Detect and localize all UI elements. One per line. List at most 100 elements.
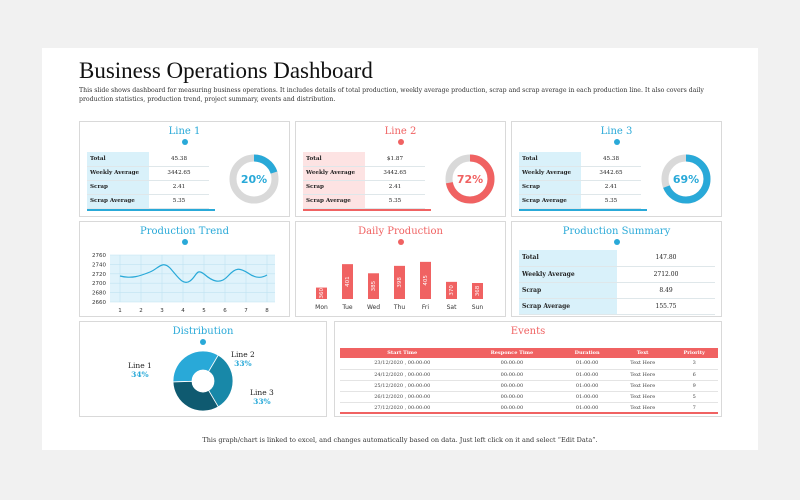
trend-line: [119, 264, 268, 283]
line-3-percent: 69%: [673, 173, 699, 186]
stat-value: 5.35: [581, 194, 641, 209]
line-3-stats-table: Total 45.38 Weekly Average 3442.65 Scrap 2.…: [519, 152, 641, 209]
stat-label: Weekly Average: [87, 166, 149, 181]
daily-day-label: Mon: [315, 304, 328, 311]
donut-progress-arc: [229, 154, 279, 204]
trend-y-tick: 2740: [92, 262, 106, 268]
trend-x-tick: 2: [139, 308, 143, 314]
line-2-dot: [397, 139, 404, 145]
summary-label: Scrap: [519, 282, 617, 299]
daily-day-label: Thu: [393, 304, 405, 311]
trend-x-tick: 8: [265, 308, 269, 314]
stat-value: 3442.65: [581, 166, 641, 181]
table-row: Weekly Average 3442.65: [519, 166, 641, 181]
trend-x-tick: 6: [223, 308, 227, 314]
distribution-pct: 33%: [253, 397, 271, 406]
daily-bar-label: 398: [397, 277, 403, 288]
daily-bar-label: 385: [371, 280, 377, 291]
stat-label: Total: [519, 152, 581, 167]
line-2-title: Line 2: [384, 126, 417, 137]
trend-x-tick: 4: [181, 308, 185, 314]
daily-bar: [446, 281, 457, 299]
stat-value: 2.41: [149, 180, 209, 195]
column-header: Priority: [670, 348, 718, 358]
daily-day-label: Fri: [422, 304, 429, 311]
line-2-stats-table: Total $1.87 Weekly Average 3442.65 Scrap 2.…: [303, 152, 425, 209]
stat-value: 3442.65: [149, 166, 209, 181]
distribution-pct: 33%: [234, 359, 252, 368]
production-summary-title: Production Summary: [562, 226, 671, 237]
summary-label: Total: [519, 250, 617, 267]
cell: Text Here: [614, 369, 671, 381]
daily-day-label: Sun: [472, 304, 484, 311]
cell: 9: [670, 380, 718, 392]
table-row: Scrap Average 5.35: [87, 194, 209, 209]
line-1-donut: 20%: [229, 154, 279, 204]
distribution-title: Distribution: [172, 326, 234, 337]
stat-value: $1.87: [365, 152, 425, 167]
table-row: Scrap 8.49: [519, 282, 715, 299]
table-row: 23/12/2020 , 00:00:00 00:00:00 01:00:00 Tex…: [340, 358, 718, 370]
summary-label: Scrap Average: [519, 298, 617, 315]
table-row: Scrap 2.41: [303, 180, 425, 195]
table-row: Weekly Average 3442.65: [87, 166, 209, 181]
stat-value: 45.38: [581, 152, 641, 167]
table-row: 26/12/2020 , 00:00:00 00:00:00 01:00:00 Tex…: [340, 391, 718, 403]
trend-y-tick: 2660: [92, 300, 106, 306]
line-1-dot: [181, 139, 188, 145]
line-1-percent: 20%: [241, 173, 267, 186]
table-row: Scrap Average 5.35: [303, 194, 425, 209]
daily-day-label: Sat: [447, 304, 457, 311]
distribution-label-line-2: Line 2 33%: [231, 350, 255, 368]
table-row: Total 147.80: [519, 250, 715, 267]
summary-value: 147.80: [617, 250, 715, 267]
cell: 5: [670, 391, 718, 403]
line-3-title: Line 3: [600, 126, 633, 137]
column-header: Start Time: [340, 348, 465, 358]
trend-x-tick: 3: [160, 308, 164, 314]
daily-production-chart: 360 Mon 401 Tue 385 Wed 398 Thu 405 Fri 370 Sat 368 S…: [315, 261, 484, 311]
production-summary-dot: [613, 239, 620, 245]
stat-value: 2.41: [365, 180, 425, 195]
distribution-slice: [208, 354, 234, 408]
distribution-donut: [172, 350, 234, 412]
table-row: Scrap Average 155.75: [519, 298, 715, 315]
cell: 00:00:00: [464, 358, 560, 370]
daily-bar-label: 360: [319, 288, 325, 299]
trend-y-tick: 2760: [92, 253, 106, 259]
stat-label: Weekly Average: [303, 166, 365, 181]
cell: Text Here: [614, 391, 671, 403]
table-row: Total 45.38: [519, 152, 641, 167]
column-header: Duration: [559, 348, 615, 358]
distribution-slice: [172, 350, 219, 383]
line-2-card: Line 2 Total $1.87 Weekly Average 3442.65 …: [295, 121, 506, 217]
cell: 01:00:00: [559, 391, 615, 403]
cell: 25/12/2020 , 00:00:00: [340, 380, 465, 392]
slide: Business Operations Dashboard This slide…: [42, 48, 758, 450]
daily-bar: [316, 287, 327, 299]
production-trend-chart: 2760 2740 2720 2700 2680 2660 1 2 3 4 5 …: [92, 253, 275, 314]
cell: 01:00:00: [559, 369, 615, 381]
page-description: This slide shows dashboard for measuring…: [79, 87, 704, 103]
line-1-card: Line 1 Total 45.38 Weekly Average 3442.65 …: [79, 121, 290, 217]
daily-bar-label: 368: [475, 285, 481, 296]
stat-value: 2.41: [581, 180, 641, 195]
distribution-label-line-3: Line 3 33%: [250, 388, 274, 406]
distribution-name: Line 2: [231, 350, 255, 359]
cell: Text Here: [614, 380, 671, 392]
cell: 01:00:00: [559, 380, 615, 392]
line-3-donut: 69%: [661, 154, 711, 204]
column-header: Responce Time: [464, 348, 560, 358]
production-summary-table: Total 147.80 Weekly Average 2712.00 Scrap 8…: [519, 250, 715, 315]
distribution-card: Distribution Line 1 34% Line 2 33% Line …: [79, 321, 327, 417]
cell: 01:00:00: [559, 358, 615, 370]
production-trend-title: Production Trend: [139, 226, 230, 237]
daily-bar: [420, 261, 431, 299]
distribution-label-line-1: Line 1 34%: [128, 361, 152, 379]
cell: 6: [670, 369, 718, 381]
cell: 00:00:00: [464, 391, 560, 403]
summary-value: 8.49: [617, 282, 715, 299]
daily-day-label: Wed: [367, 304, 380, 311]
distribution-pct: 34%: [131, 370, 149, 379]
trend-x-tick: 1: [118, 308, 122, 314]
